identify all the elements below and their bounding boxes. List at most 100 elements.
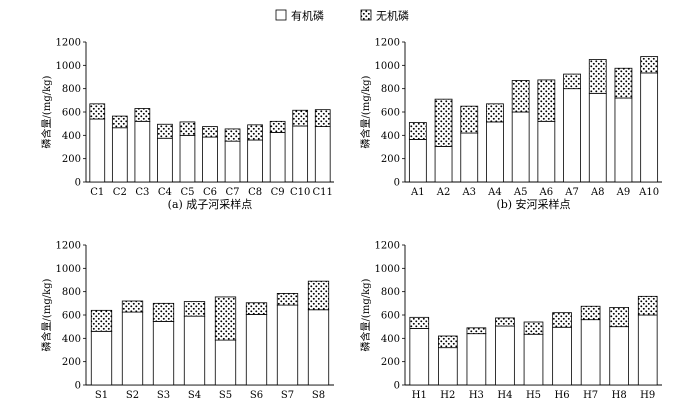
x-tick-label: H6 (555, 390, 570, 400)
bar-inorganic-a1 (408, 122, 427, 140)
bar-inorganic-h5 (523, 321, 544, 335)
x-tick-label: S1 (95, 390, 108, 400)
bar-organic-c11 (314, 126, 331, 183)
bar-inorganic-c7 (224, 128, 241, 142)
bar-inorganic-s6 (245, 302, 268, 315)
x-tick-label: A9 (616, 187, 631, 198)
y-tick-label: 800 (62, 287, 81, 298)
bar-inorganic-c8 (247, 124, 263, 141)
bar-organic-a7 (563, 88, 581, 183)
x-tick-label: S6 (250, 390, 263, 400)
bar-organic-c9 (269, 132, 286, 183)
bar-inorganic-a2 (434, 98, 453, 147)
y-tick-label: 200 (62, 154, 81, 165)
bar-organic-c4 (157, 137, 173, 183)
x-tick-label: A6 (539, 187, 554, 198)
bar-inorganic-h4 (495, 317, 515, 327)
bar-inorganic-a10 (640, 56, 659, 74)
caption-anhe: (b) 安河采样点 (496, 197, 570, 211)
y-tick-label: 1000 (56, 61, 81, 72)
x-tick-label: H7 (583, 390, 598, 400)
bar-inorganic-a6 (537, 79, 556, 122)
bar-organic-s1 (90, 330, 113, 386)
bar-organic-s7 (276, 304, 299, 386)
x-tick-label: C1 (90, 187, 104, 198)
bar-organic-h6 (552, 326, 572, 386)
bar-organic-a4 (486, 121, 504, 183)
x-tick-label: H1 (412, 390, 427, 400)
bar-organic-a8 (588, 92, 607, 183)
bar-inorganic-s4 (183, 301, 206, 317)
x-tick-label: C10 (290, 187, 310, 198)
chart-chengzihe: 0 200 400 600 800 1000 1200 磷含量/(mg/kg) C1 C2 C3 C4… (40, 38, 334, 211)
x-tick-label: S8 (312, 390, 325, 400)
y-tick-label: 800 (62, 84, 81, 95)
legend: 有机磷 无机磷 (275, 9, 409, 23)
bar-organic-s5 (214, 339, 237, 386)
y-tick-label: 1000 (375, 61, 400, 72)
x-tick-label: A7 (564, 187, 579, 198)
x-tick-label: S2 (126, 390, 139, 400)
chart-anhe: 0 200 400 600 800 1000 1200 磷含量/(mg/kg) A1 A2 A3 A4… (359, 38, 662, 211)
bar-organic-h7 (580, 319, 601, 386)
bar-inorganic-s5 (214, 296, 237, 341)
bar-organic-c7 (224, 140, 241, 183)
y-tick-label: 400 (62, 131, 81, 142)
y-axis-label: 磷含量/(mg/kg) (359, 75, 372, 148)
x-tick-label: A3 (461, 187, 476, 198)
bar-inorganic-a4 (486, 103, 504, 123)
bar-inorganic-h9 (637, 295, 658, 316)
x-tick-label: C3 (135, 187, 149, 198)
legend-label-inorganic: 无机磷 (376, 9, 409, 23)
bar-organic-c1 (89, 118, 106, 183)
bar-organic-c5 (179, 134, 196, 183)
x-tick-label: S7 (281, 390, 294, 400)
y-tick-label: 400 (381, 131, 400, 142)
x-tick-label: H4 (497, 390, 512, 400)
bar-organic-h9 (637, 314, 658, 386)
bar-inorganic-a3 (460, 105, 479, 134)
x-tick-label: A2 (436, 187, 451, 198)
bar-organic-a1 (408, 139, 427, 183)
chart-huaihe: 0 200 400 600 800 1000 1200 磷含量/(mg/kg) H1 H2 H3 H4… (359, 241, 662, 400)
y-tick-label: 200 (62, 357, 81, 368)
bar-organic-s8 (307, 309, 330, 386)
y-tick-label: 200 (381, 154, 400, 165)
legend-label-organic: 有机磷 (291, 9, 324, 23)
bar-organic-s3 (152, 321, 175, 386)
legend-swatch-organic (275, 9, 287, 21)
bar-organic-h5 (523, 333, 544, 386)
bar-inorganic-c11 (314, 109, 331, 127)
x-tick-label: H8 (612, 390, 627, 400)
bar-organic-h1 (409, 328, 430, 386)
bar-inorganic-c10 (292, 109, 309, 127)
bar-organic-c6 (202, 136, 218, 183)
x-tick-label: H5 (526, 390, 541, 400)
chart-suihe: 0 200 400 600 800 1000 1200 磷含量/(mg/kg) S1 S2 S3 S4… (40, 241, 334, 400)
y-tick-label: 1200 (375, 241, 400, 252)
x-tick-label: A5 (513, 187, 528, 198)
x-tick-label: H3 (469, 390, 484, 400)
bar-inorganic-h6 (552, 312, 572, 328)
y-tick-label: 1200 (56, 241, 81, 252)
x-tick-label: S4 (188, 390, 201, 400)
y-tick-label: 1000 (56, 264, 81, 275)
x-tick-label: S3 (157, 390, 170, 400)
x-tick-label: C6 (203, 187, 217, 198)
y-tick-label: 800 (381, 287, 400, 298)
bar-organic-h4 (495, 325, 515, 386)
x-tick-label: H2 (440, 390, 455, 400)
bar-inorganic-c4 (157, 123, 173, 139)
bar-inorganic-c2 (111, 115, 128, 129)
bar-inorganic-h7 (580, 305, 601, 321)
y-tick-label: 400 (381, 334, 400, 345)
x-tick-label: C2 (113, 187, 127, 198)
y-tick-label: 0 (75, 381, 81, 392)
x-tick-label: C9 (271, 187, 285, 198)
bar-organic-s4 (183, 315, 206, 386)
caption-chengzihe: (a) 成子河采样点 (168, 197, 253, 211)
bar-inorganic-a5 (511, 80, 530, 113)
bar-organic-h3 (466, 333, 487, 386)
bar-organic-a10 (640, 72, 659, 183)
